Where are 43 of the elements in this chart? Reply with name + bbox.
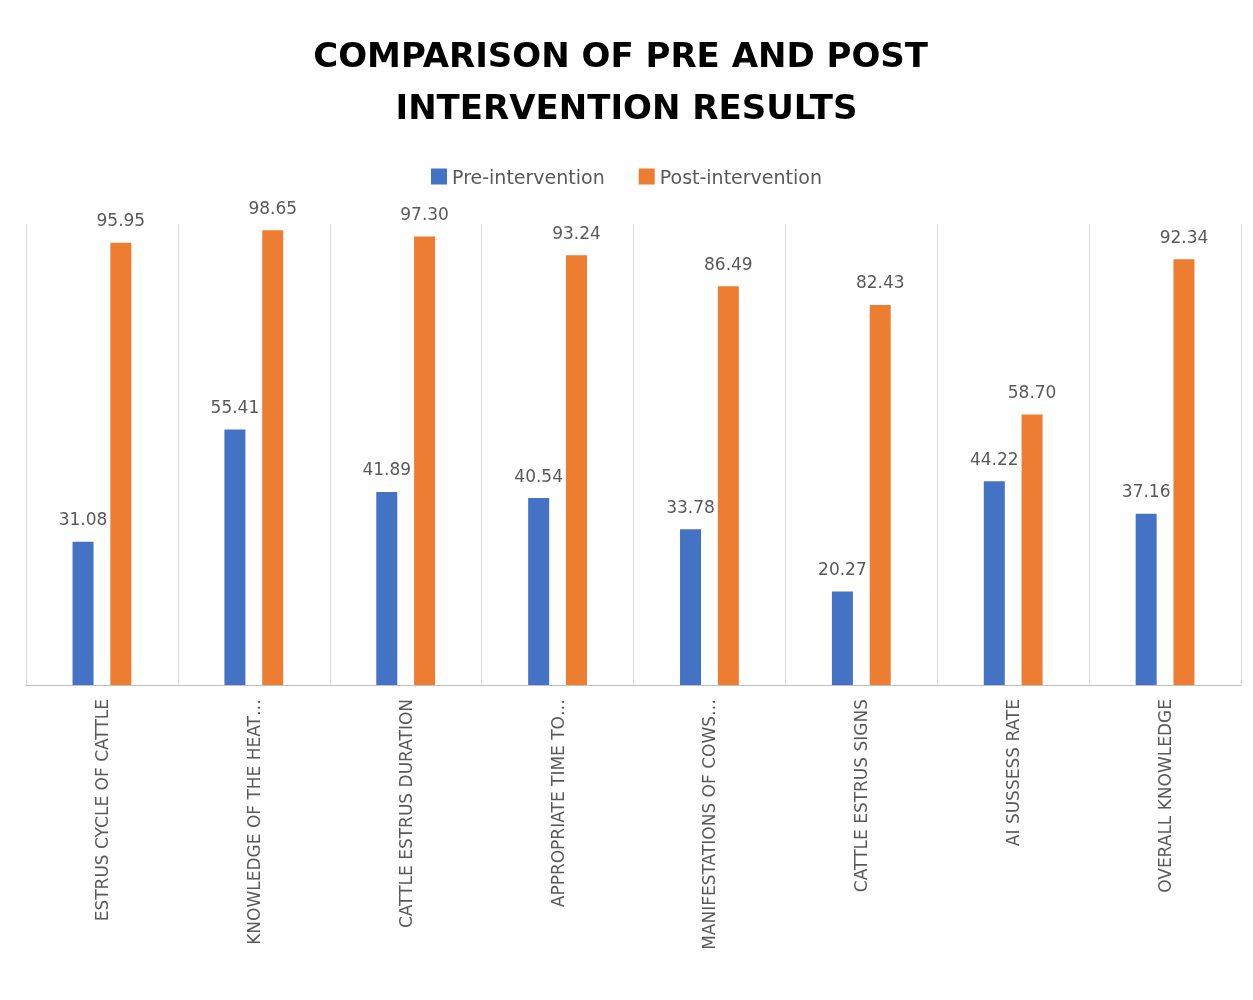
bar xyxy=(1021,414,1043,685)
bar xyxy=(717,286,739,685)
chart-title: COMPARISON OF PRE AND POST INTERVENTION RESULTS xyxy=(313,35,940,127)
x-tick-label: AI SUSSESS RATE xyxy=(1003,699,1024,847)
x-tick-label: ESTRUS CYCLE OF CATTLE xyxy=(91,699,112,922)
x-tick-label: KNOWLEDGE OF THE HEAT… xyxy=(243,699,264,945)
x-tick-label: APPROPRIATE TIME TO… xyxy=(547,699,568,908)
legend-label: Pre-intervention xyxy=(452,165,605,188)
data-label: 92.34 xyxy=(1159,226,1209,247)
bar xyxy=(831,591,853,685)
data-label: 95.95 xyxy=(96,210,146,231)
data-label: 93.24 xyxy=(552,222,601,243)
data-label: 37.16 xyxy=(1121,481,1171,502)
bar xyxy=(869,305,891,685)
bar xyxy=(72,541,94,685)
data-label: 55.41 xyxy=(210,397,260,418)
x-tick-label: CATTLE ESTRUS SIGNS xyxy=(851,699,872,893)
bar xyxy=(983,481,1005,685)
data-label: 58.70 xyxy=(1007,381,1057,402)
bar xyxy=(262,230,284,685)
x-tick-label: CATTLE ESTRUS DURATION xyxy=(395,699,416,929)
data-label: 31.08 xyxy=(58,509,108,530)
data-label: 41.89 xyxy=(362,459,412,480)
data-label: 40.54 xyxy=(514,465,563,486)
x-tick-label: OVERALL KNOWLEDGE xyxy=(1155,699,1176,893)
bar xyxy=(110,242,132,685)
data-label: 97.30 xyxy=(400,203,449,224)
data-label: 33.78 xyxy=(666,496,715,517)
bar xyxy=(565,255,587,685)
bar xyxy=(1173,259,1195,685)
data-label: 98.65 xyxy=(248,197,298,218)
bar xyxy=(528,498,550,685)
bar xyxy=(376,491,398,685)
bar xyxy=(414,236,436,685)
bar xyxy=(224,429,246,685)
data-label: 82.43 xyxy=(855,272,905,293)
x-tick-label: MANIFESTATIONS OF COWS… xyxy=(699,699,720,950)
legend-label: Post-intervention xyxy=(659,165,822,188)
bar xyxy=(1135,513,1157,685)
data-label: 86.49 xyxy=(704,253,753,274)
data-label: 20.27 xyxy=(818,559,867,580)
bar xyxy=(680,529,702,685)
data-label: 44.22 xyxy=(969,448,1019,469)
